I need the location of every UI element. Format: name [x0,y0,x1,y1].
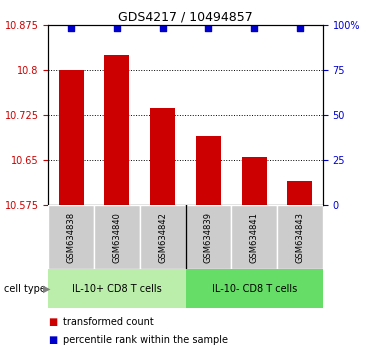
Point [251,25,257,31]
Bar [287,181,312,205]
Point [114,25,120,31]
Text: transformed count: transformed count [63,317,154,327]
Bar [186,269,323,308]
Bar [94,205,140,269]
Text: GSM634840: GSM634840 [112,212,121,263]
Text: GSM634843: GSM634843 [295,212,304,263]
Text: IL-10- CD8 T cells: IL-10- CD8 T cells [211,284,297,293]
Bar [48,269,186,308]
Title: GDS4217 / 10494857: GDS4217 / 10494857 [118,11,253,24]
Bar [48,205,94,269]
Bar [186,205,231,269]
Text: ▶: ▶ [43,284,50,293]
Text: GSM634841: GSM634841 [250,212,259,263]
Bar [277,205,323,269]
Bar [242,157,267,205]
Text: GSM634839: GSM634839 [204,212,213,263]
Text: percentile rank within the sample: percentile rank within the sample [63,335,228,345]
Bar [59,70,84,205]
Text: IL-10+ CD8 T cells: IL-10+ CD8 T cells [72,284,162,293]
Text: ■: ■ [48,317,58,327]
Point [68,25,74,31]
Point [160,25,165,31]
Text: GSM634842: GSM634842 [158,212,167,263]
Bar [231,205,277,269]
Bar [104,55,129,205]
Point [206,25,211,31]
Point [297,25,303,31]
Text: GSM634838: GSM634838 [67,212,76,263]
Bar [196,136,221,205]
Bar [150,108,175,205]
Bar [140,205,186,269]
Text: cell type: cell type [4,284,46,293]
Text: ■: ■ [48,335,58,345]
